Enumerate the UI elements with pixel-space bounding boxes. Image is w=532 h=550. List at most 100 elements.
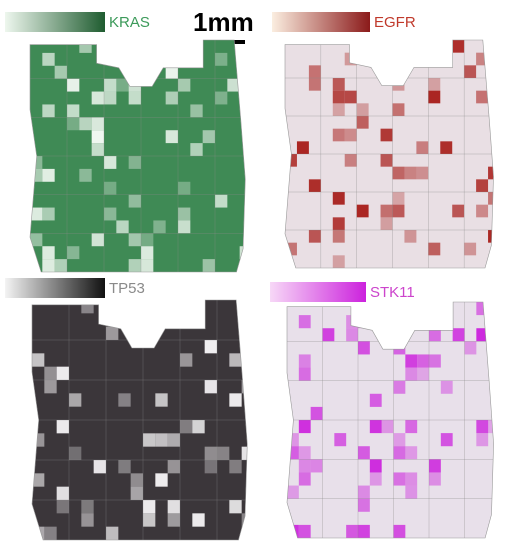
expression-tile: [358, 341, 370, 355]
legend-label: EGFR: [374, 14, 416, 31]
expression-tile: [298, 315, 311, 329]
expression-tile: [180, 353, 193, 367]
expression-tile: [141, 259, 154, 272]
expression-tile: [392, 192, 405, 205]
expression-tile: [476, 302, 489, 316]
expression-tile: [155, 313, 168, 327]
expression-tile: [202, 130, 215, 144]
expression-tile: [42, 246, 55, 260]
expression-tile: [369, 420, 382, 434]
expression-tile: [285, 242, 297, 256]
expression-tile: [67, 246, 80, 260]
expression-tile: [393, 472, 406, 486]
expression-tile: [241, 513, 248, 527]
legend-bar: [5, 278, 105, 298]
expression-tile: [429, 354, 441, 368]
expression-tile: [344, 154, 357, 167]
expression-tile: [488, 166, 494, 180]
expression-tile: [106, 326, 119, 340]
expression-tile: [91, 233, 104, 247]
expression-tile: [369, 472, 382, 486]
expression-tile: [440, 433, 453, 447]
expression-tile: [192, 513, 205, 527]
expression-tile: [141, 233, 154, 247]
expression-tile: [287, 433, 299, 447]
expression-tile: [81, 300, 94, 314]
expression-tile: [56, 500, 69, 514]
expression-tile: [106, 526, 119, 540]
expression-tile: [165, 130, 178, 144]
expression-tile: [380, 154, 393, 167]
expression-tile: [452, 204, 465, 218]
expression-tile: [91, 143, 104, 156]
expression-tile: [155, 393, 168, 407]
expression-tile: [452, 328, 465, 342]
expression-tile: [344, 52, 357, 66]
expression-tile: [192, 300, 205, 314]
expression-tile: [393, 341, 406, 355]
tissue-outline: [286, 301, 494, 539]
expression-tile: [404, 230, 417, 243]
expression-tile: [440, 380, 453, 394]
expression-tile: [332, 217, 345, 230]
expression-tile: [405, 367, 418, 381]
tissue-map: [30, 40, 246, 272]
expression-tile: [344, 128, 357, 142]
expression-tile: [42, 168, 55, 182]
expression-tile: [308, 65, 321, 78]
legend-bar: [272, 12, 370, 32]
expression-tile: [476, 52, 489, 66]
expression-tile: [227, 78, 240, 92]
expression-tile: [358, 524, 370, 538]
expression-tile: [56, 486, 69, 500]
expression-tile: [229, 460, 242, 474]
expression-tile: [416, 166, 429, 180]
expression-tile: [392, 204, 405, 218]
expression-tile: [241, 300, 248, 314]
expression-tile: [143, 500, 156, 514]
expression-tile: [392, 78, 405, 91]
expression-tile: [241, 313, 248, 327]
tissue-outline: [31, 299, 248, 541]
expression-tile: [44, 366, 57, 380]
expression-tile: [358, 485, 370, 499]
expression-tile: [91, 91, 104, 105]
expression-tile: [79, 40, 92, 53]
expression-tile: [104, 156, 117, 169]
expression-tile: [296, 141, 309, 154]
expression-tile: [405, 315, 418, 329]
expression-tile: [298, 472, 311, 486]
expression-tile: [229, 500, 242, 514]
expression-tile: [104, 181, 117, 195]
expression-tile: [118, 393, 131, 407]
expression-tile: [358, 446, 370, 460]
expression-tile: [488, 192, 494, 205]
expression-tile: [440, 141, 453, 154]
expression-tile: [116, 220, 129, 234]
expression-tile: [167, 500, 180, 514]
expression-tile: [42, 259, 55, 272]
tissue-map: [287, 302, 494, 538]
expression-tile: [332, 78, 345, 91]
expression-tile: [128, 91, 141, 105]
expression-tile: [178, 207, 191, 221]
expression-tile: [241, 446, 248, 460]
legend-label: STK11: [370, 284, 415, 301]
legend-label: KRAS: [109, 14, 150, 31]
expression-tile: [332, 192, 345, 205]
expression-tile: [165, 65, 178, 79]
expression-tile: [44, 526, 57, 540]
tissue-outline: [29, 39, 246, 273]
expression-tile: [104, 91, 117, 105]
expression-tile: [81, 513, 94, 527]
expression-tile: [356, 116, 369, 129]
expression-tile: [67, 117, 80, 131]
expression-tile: [464, 242, 477, 256]
expression-tile: [153, 220, 166, 234]
expression-tile: [215, 91, 228, 105]
expression-tile: [178, 181, 191, 195]
expression-tile: [155, 433, 168, 447]
expression-tile: [69, 393, 82, 407]
expression-tile: [30, 168, 43, 182]
expression-tile: [32, 473, 45, 487]
